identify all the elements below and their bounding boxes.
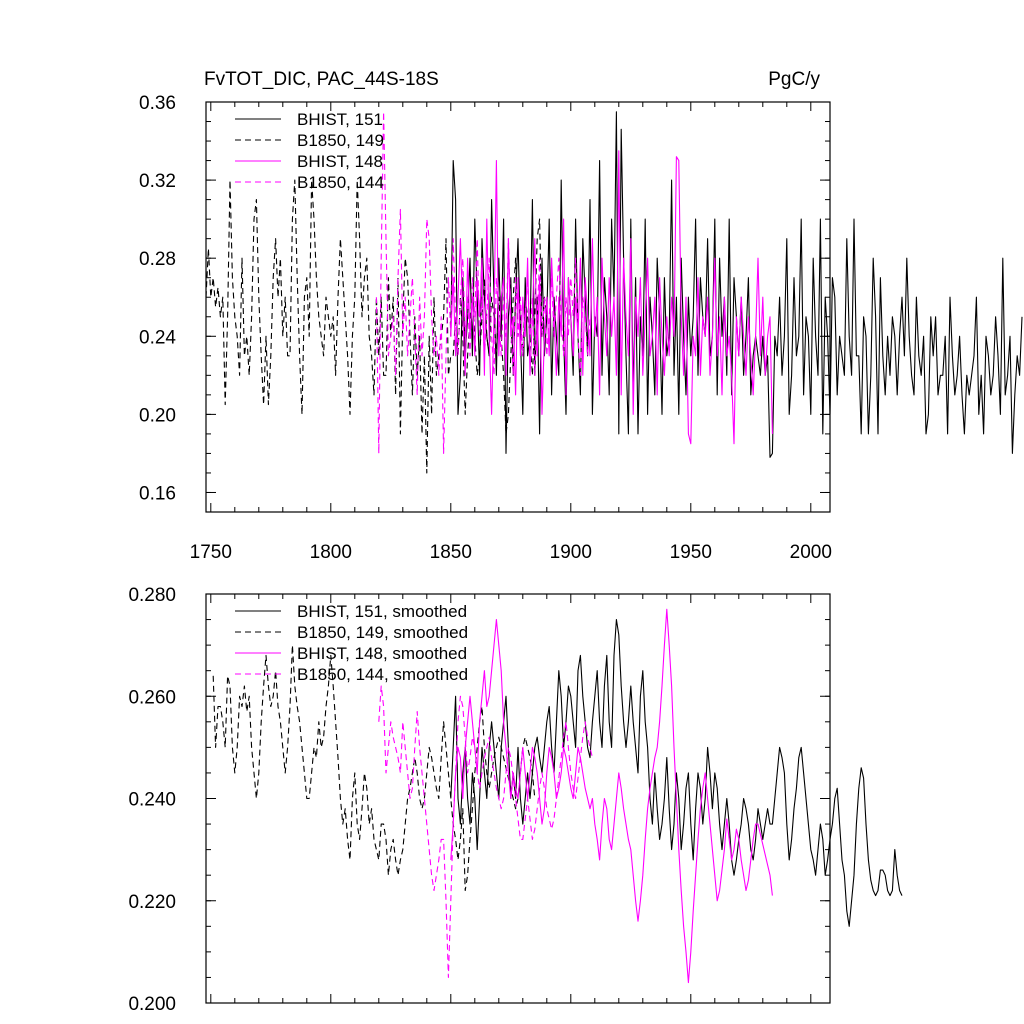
series-line-4 bbox=[375, 111, 591, 454]
series-line-1 bbox=[450, 111, 1023, 458]
x-tick-label: 2000 bbox=[790, 542, 832, 563]
y-tick-label: 0.32 bbox=[139, 171, 176, 192]
legend-label-4: B1850, 144 bbox=[297, 173, 384, 192]
y-tick-label: 0.36 bbox=[139, 93, 176, 114]
plot-frame bbox=[205, 101, 831, 513]
legend-label-1: BHIST, 151 bbox=[297, 110, 383, 129]
x-tick-label: 1750 bbox=[190, 542, 232, 563]
legend-label-2: B1850, 149 bbox=[297, 131, 384, 150]
chart-panel-2: 0.200 0.220 0.240 0.260 0.280 BHIST, 151, smo… bbox=[128, 585, 903, 1015]
x-tick-label: 1950 bbox=[670, 542, 712, 563]
y-tick-label: 0.220 bbox=[128, 892, 176, 913]
y-tick-label: 0.20 bbox=[139, 405, 176, 426]
legend-label-2: B1850, 149, smoothed bbox=[297, 623, 468, 642]
x-tick-label: 1800 bbox=[310, 542, 352, 563]
legend-label-3: BHIST, 148 bbox=[297, 152, 383, 171]
legend-label-3: BHIST, 148, smoothed bbox=[297, 644, 467, 663]
legend-label-4: B1850, 144, smoothed bbox=[297, 665, 468, 684]
y-tick-label: 0.260 bbox=[128, 687, 176, 708]
y-tick-label: 0.240 bbox=[128, 790, 176, 811]
series-line-3 bbox=[450, 608, 773, 984]
series-line-3 bbox=[450, 150, 773, 445]
y-tick-label: 0.24 bbox=[139, 327, 176, 348]
series-line-2 bbox=[205, 179, 548, 474]
x-tick-label: 1850 bbox=[430, 542, 472, 563]
series-line-1 bbox=[450, 619, 903, 927]
legend-label-1: BHIST, 151, smoothed bbox=[297, 602, 467, 621]
x-tick-label: 1900 bbox=[550, 542, 592, 563]
y-tick-label: 0.280 bbox=[128, 585, 176, 606]
y-tick-label: 0.16 bbox=[139, 483, 176, 504]
series-line-2 bbox=[212, 644, 536, 892]
y-tick-label: 0.28 bbox=[139, 249, 176, 270]
chart-title: FvTOT_DIC, PAC_44S-18S bbox=[204, 69, 439, 90]
chart-units: PgC/y bbox=[768, 69, 820, 90]
y-tick-label: 0.200 bbox=[128, 994, 176, 1015]
chart-panel-1: 0.16 0.20 0.24 0.28 0.32 0.36 1750 1800 1850 1900… bbox=[139, 69, 1023, 563]
series-line-4 bbox=[378, 685, 593, 978]
